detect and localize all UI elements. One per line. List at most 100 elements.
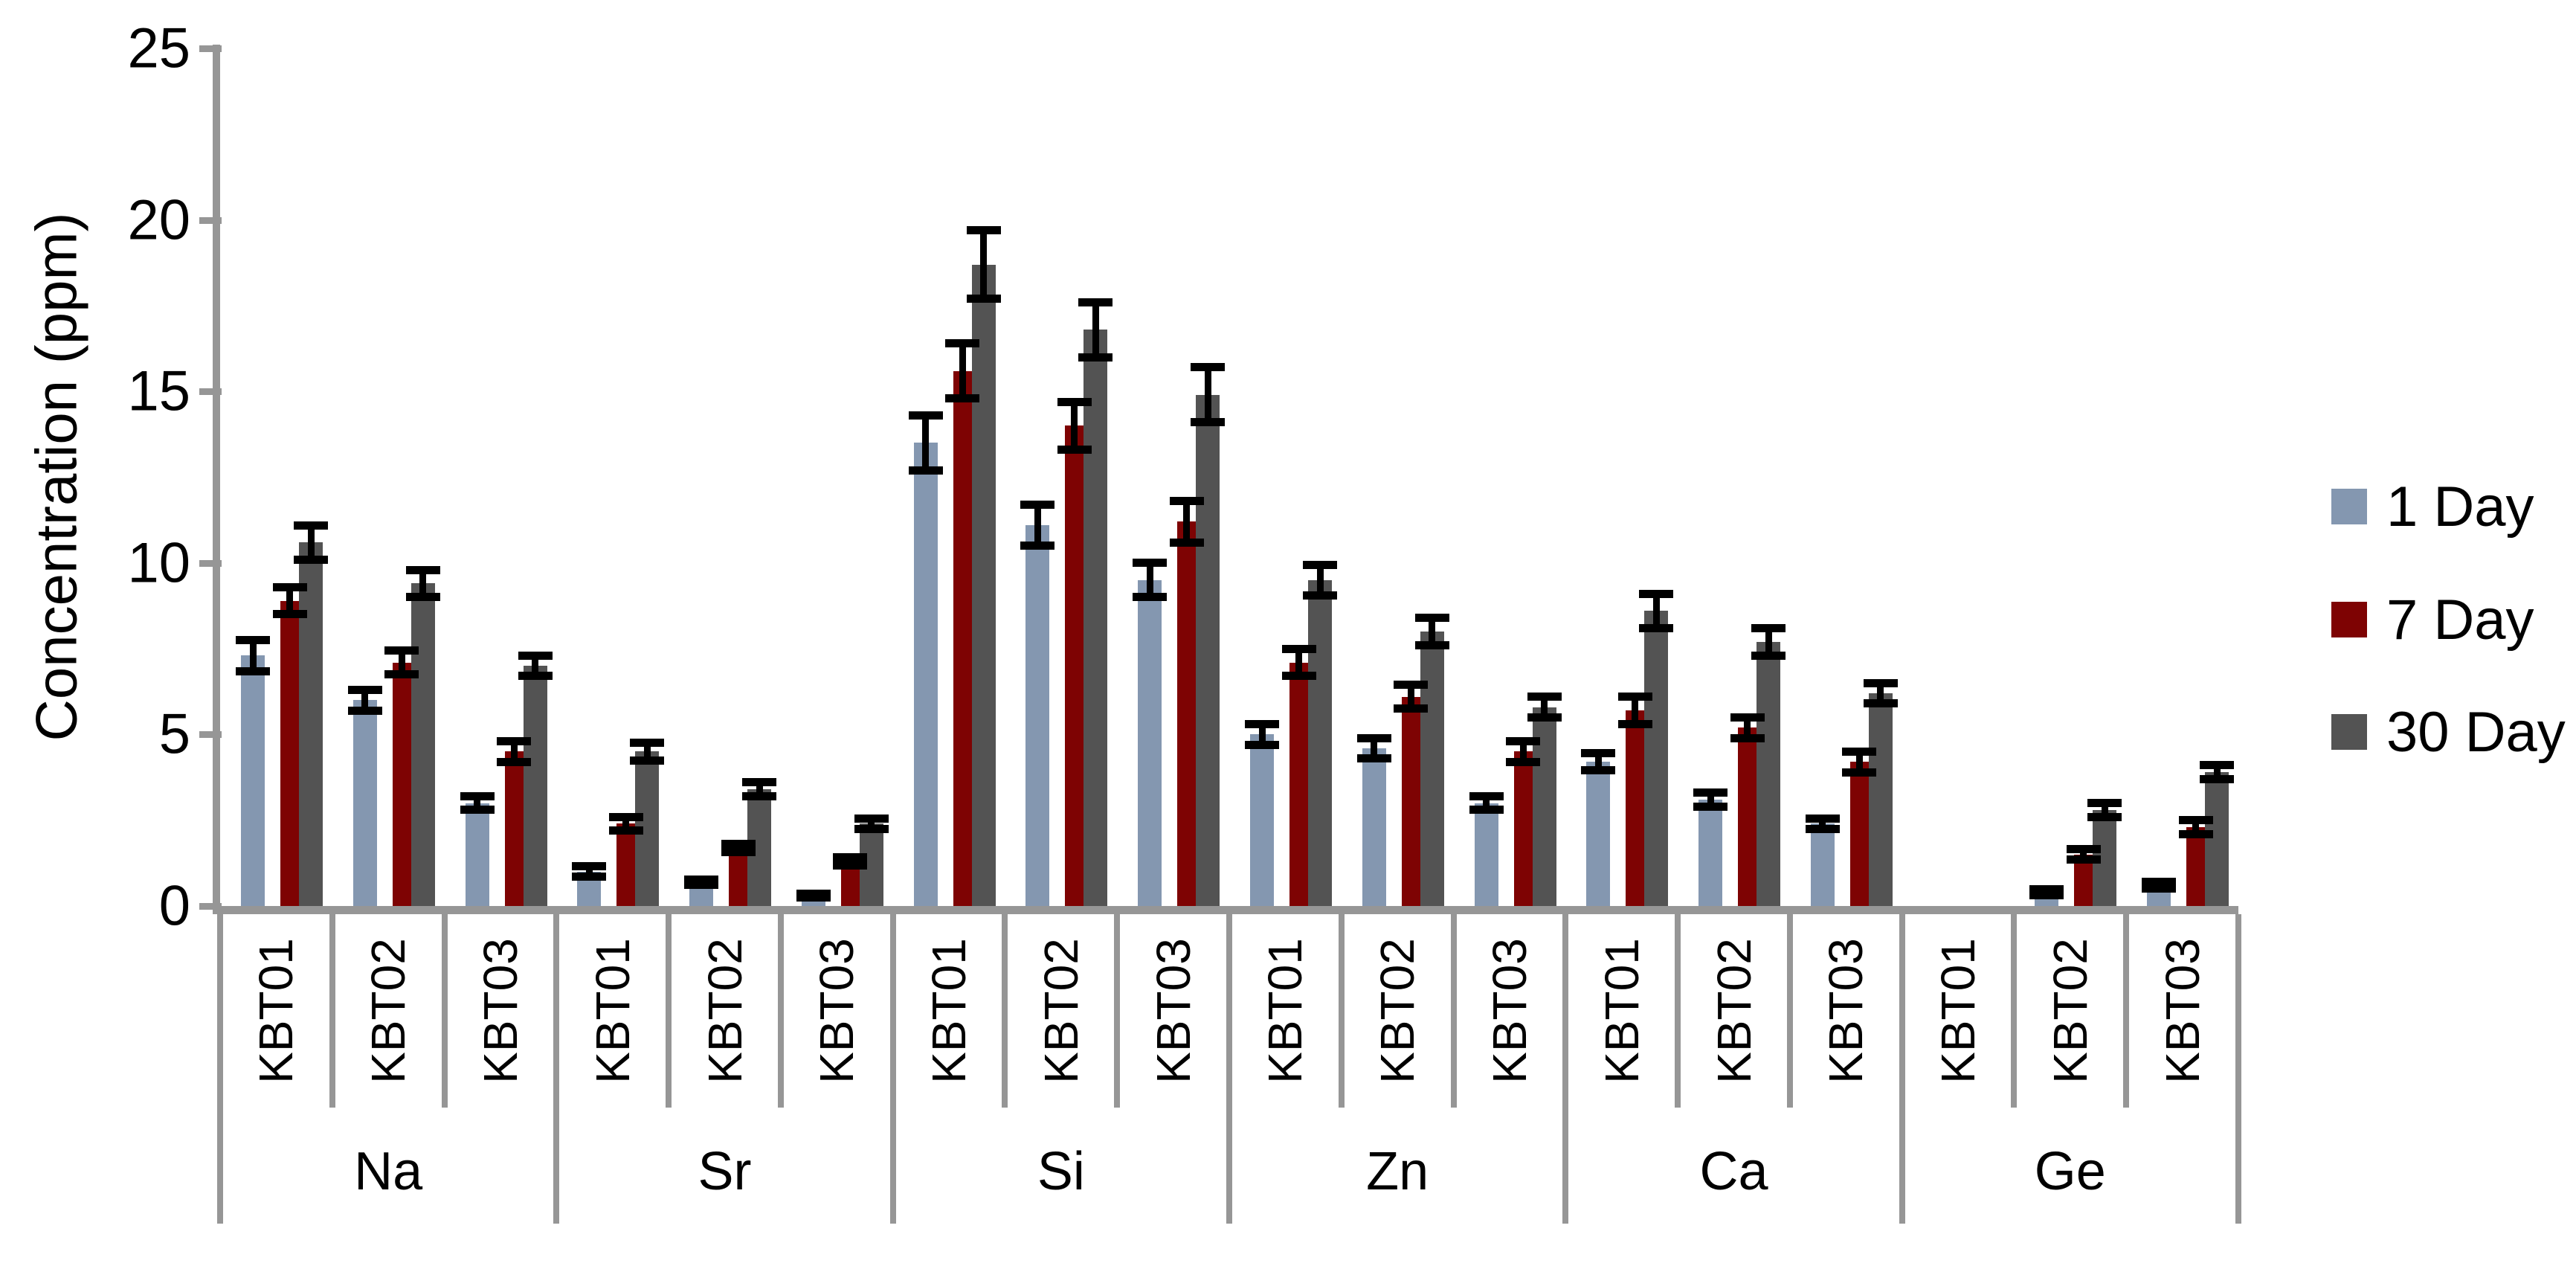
y-tick-label: 25	[127, 16, 190, 80]
error-bar-cap	[347, 706, 382, 715]
bar	[1362, 748, 1386, 906]
group-label: Ca	[1699, 1142, 1768, 1201]
error-bar-cap	[1281, 672, 1316, 681]
error-bar-cap	[833, 853, 868, 861]
axis-separator	[1114, 914, 1121, 1108]
axis-separator	[1675, 914, 1681, 1108]
error-bar-cap	[460, 806, 495, 815]
error-bar-cap	[572, 862, 607, 871]
error-bar-cap	[1245, 740, 1279, 749]
error-bar-cap	[1527, 713, 1562, 722]
error-bar-cap	[721, 847, 756, 856]
error-bar-whisker	[922, 415, 930, 471]
error-bar-whisker	[1146, 562, 1153, 597]
error-bar-cap	[1133, 593, 1168, 602]
axis-separator	[889, 914, 896, 1224]
bar	[1250, 734, 1274, 906]
error-bar-cap	[854, 824, 889, 833]
group-label: Zn	[1366, 1142, 1429, 1201]
error-bar-cap	[630, 738, 665, 747]
error-bar-cap	[1020, 500, 1055, 509]
bar	[1513, 751, 1533, 906]
category-cell-label: KBT01	[1594, 938, 1649, 1084]
y-tick-mark	[199, 388, 222, 396]
error-bar-whisker	[249, 640, 257, 672]
bar	[1756, 641, 1781, 906]
error-bar-cap	[384, 670, 419, 679]
legend-label: 1 Day	[2386, 475, 2534, 539]
error-bar-cap	[1805, 824, 1840, 833]
group-label: Si	[1037, 1142, 1085, 1201]
error-bar-cap	[272, 582, 307, 591]
category-cell-label: KBT03	[2155, 938, 2209, 1084]
error-bar-cap	[1842, 768, 1877, 777]
error-bar-whisker	[510, 741, 518, 762]
category-cell-label: KBT03	[1482, 938, 1536, 1084]
bar	[1868, 693, 1893, 906]
bar	[465, 803, 489, 906]
error-bar-cap	[684, 875, 719, 884]
error-bar-cap	[1191, 418, 1226, 427]
error-bar-cap	[1730, 733, 1765, 742]
y-tick-label: 15	[127, 359, 190, 423]
error-bar-cap	[1506, 757, 1541, 766]
error-bar-cap	[1191, 363, 1226, 372]
bar	[1644, 611, 1669, 906]
category-cell-label: KBT01	[922, 938, 976, 1084]
error-bar-cap	[1133, 559, 1168, 568]
error-bar-whisker	[1204, 367, 1211, 423]
bar	[523, 666, 547, 906]
error-bar-cap	[966, 225, 1001, 234]
error-bar-whisker	[846, 857, 854, 866]
error-bar-cap	[497, 737, 532, 746]
error-bar-cap	[2200, 774, 2235, 783]
error-bar-cap	[1581, 766, 1616, 775]
bar	[392, 662, 411, 906]
category-cell-label: KBT03	[473, 938, 527, 1084]
error-bar-cap	[1469, 791, 1504, 800]
axis-separator	[777, 914, 784, 1108]
error-bar-whisker	[1483, 796, 1490, 810]
y-axis-line	[213, 45, 220, 914]
bar	[1177, 521, 1197, 906]
error-bar-cap	[1863, 678, 1898, 687]
error-bar-cap	[236, 636, 270, 645]
group-label: Ge	[2034, 1142, 2106, 1201]
category-cell-label: KBT02	[1707, 938, 1761, 1084]
error-bar-cap	[572, 873, 607, 881]
axis-separator	[441, 914, 448, 1108]
error-bar-whisker	[980, 230, 988, 299]
error-bar-whisker	[1371, 738, 1378, 759]
legend-item: 30 Day	[2331, 701, 2566, 764]
category-cell-label: KBT02	[1371, 938, 1425, 1084]
error-bar-cap	[1020, 542, 1055, 550]
error-bar-cap	[796, 893, 831, 902]
error-bar-whisker	[756, 782, 763, 797]
error-bar-whisker	[1092, 302, 1099, 358]
axis-separator	[1562, 914, 1569, 1224]
error-bar-cap	[2200, 761, 2235, 770]
axis-separator	[553, 914, 560, 1224]
error-bar-cap	[1693, 788, 1728, 797]
error-bar-cap	[833, 861, 868, 870]
error-bar-whisker	[286, 587, 293, 614]
category-cell-label: KBT02	[698, 938, 752, 1084]
error-bar-cap	[1078, 298, 1113, 306]
bar	[299, 542, 323, 906]
error-bar-cap	[405, 593, 440, 602]
error-bar-cap	[497, 757, 532, 766]
legend-swatch	[2331, 602, 2367, 637]
error-bar-whisker	[2101, 803, 2108, 817]
error-bar-whisker	[1877, 683, 1884, 704]
error-bar-whisker	[1765, 628, 1772, 656]
error-bar-cap	[1245, 720, 1279, 729]
error-bar-whisker	[1707, 792, 1714, 807]
error-bar-cap	[2178, 829, 2213, 838]
error-bar-cap	[1617, 720, 1652, 729]
error-bar-cap	[1527, 693, 1562, 701]
error-bar-cap	[1078, 353, 1113, 362]
category-cell-label: KBT03	[1819, 938, 1873, 1084]
error-bar-cap	[1057, 397, 1092, 406]
error-bar-cap	[908, 411, 943, 420]
